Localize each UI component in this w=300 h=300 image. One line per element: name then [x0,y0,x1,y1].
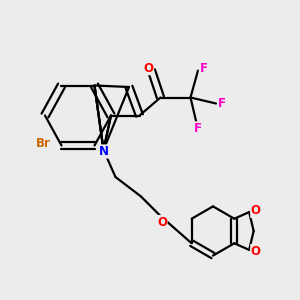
Text: Br: Br [36,137,51,150]
Text: O: O [251,244,261,258]
Text: N: N [98,145,109,158]
Text: O: O [143,61,154,75]
Text: F: F [194,122,202,135]
Text: O: O [251,204,261,218]
Text: O: O [157,215,167,229]
Text: F: F [218,97,226,110]
Text: F: F [200,62,207,75]
